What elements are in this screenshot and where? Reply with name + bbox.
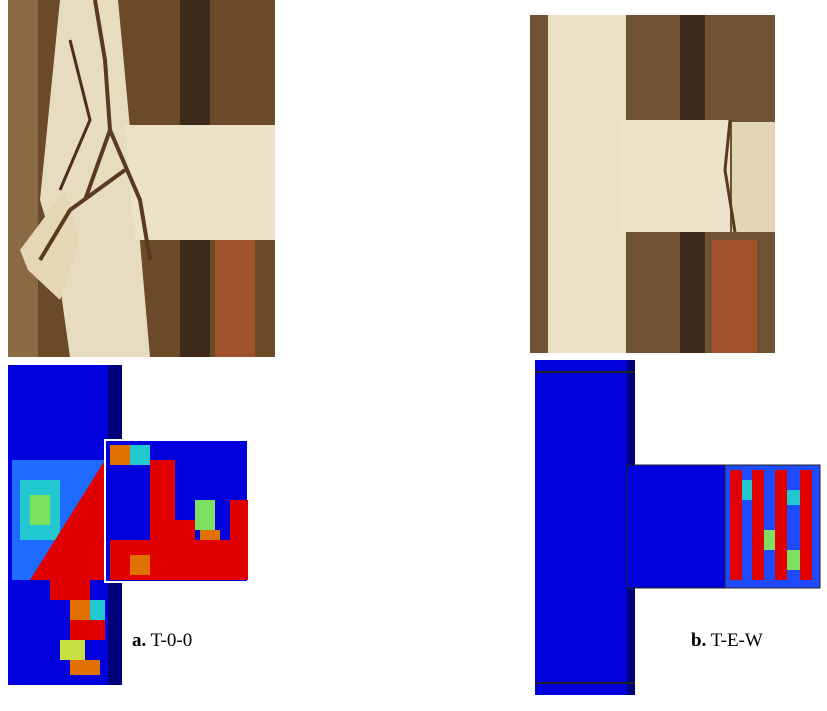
caption-label: a. bbox=[132, 630, 146, 651]
photo-a bbox=[8, 0, 275, 357]
caption-a: a. T-0-0 bbox=[132, 630, 192, 651]
contour-a bbox=[8, 365, 248, 685]
caption-b: b. T-E-W bbox=[691, 630, 763, 651]
contour-b bbox=[535, 360, 820, 695]
caption-label: b. bbox=[691, 630, 706, 651]
figure: a. T-0-0 b. T-E-W bbox=[0, 0, 827, 711]
caption-text: T-0-0 bbox=[151, 630, 193, 651]
photo-b bbox=[530, 15, 775, 353]
caption-text: T-E-W bbox=[711, 630, 763, 651]
page: a. T-0-0 b. T-E-W (() => { const data = … bbox=[0, 0, 827, 711]
